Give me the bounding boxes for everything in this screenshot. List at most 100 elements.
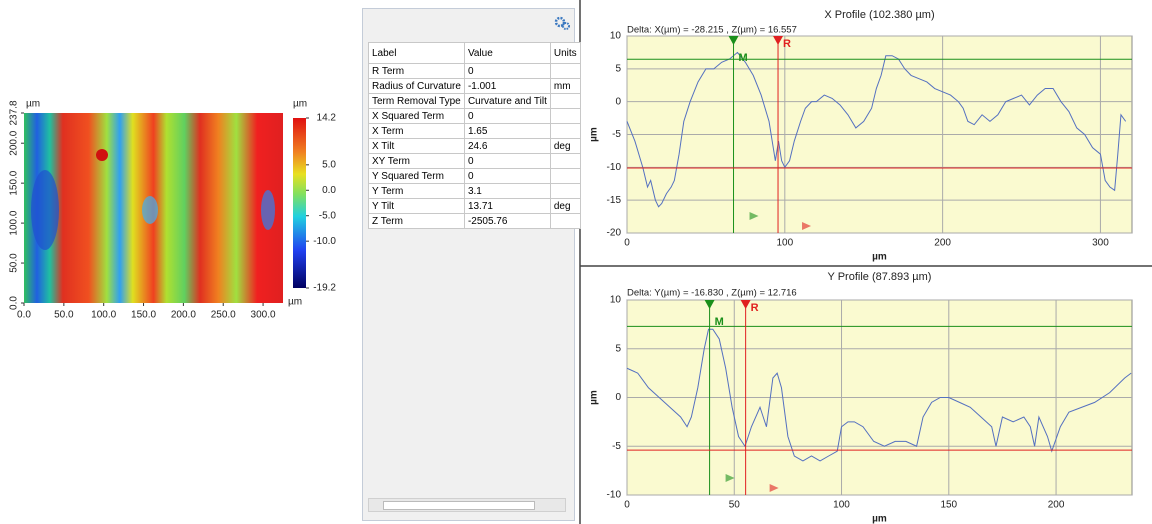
y-tick-label: 5 [615, 63, 621, 74]
y-unit: µm [26, 99, 40, 110]
term-units [550, 184, 580, 199]
cursor-label: M [739, 52, 748, 64]
x-tick-label: 200 [1048, 500, 1065, 511]
x-tick-label: 0 [624, 500, 630, 511]
x-tick-label: 300.0 [251, 310, 276, 321]
height-map-feature [142, 196, 158, 224]
term-units [550, 109, 580, 124]
column-header: Label [369, 43, 465, 64]
y-tick-label: 100.0 [9, 210, 20, 235]
x-tick-label: 250.0 [211, 310, 236, 321]
colorbar-tick-label: -10.0 [313, 236, 336, 247]
cursor-label: R [751, 302, 759, 314]
term-label: X Term [369, 124, 465, 139]
delta-readout: Delta: X(µm) = -28.215 , Z(µm) = 16.557 [627, 25, 797, 36]
term-value: -1.001 [464, 79, 550, 94]
x-tick-label: 0.0 [17, 310, 31, 321]
y-tick-label: -20 [607, 228, 622, 239]
y-tick-label: 5 [615, 343, 621, 354]
term-label: Y Term [369, 184, 465, 199]
term-units: deg [550, 199, 580, 214]
height-map-feature [261, 190, 275, 230]
term-value: 0 [464, 169, 550, 184]
cursor-label: M [715, 316, 724, 328]
height-map-feature [31, 170, 59, 250]
y-tick-label: 150.0 [9, 170, 20, 195]
colorbar-tick-label: -5.0 [319, 210, 337, 221]
term-units [550, 124, 580, 139]
table-row: Y Tilt13.71deg [369, 199, 581, 214]
colorbar-tick-label: 14.2 [317, 113, 337, 124]
settings-icon[interactable] [554, 15, 570, 31]
delta-readout: Delta: Y(µm) = -16.830 , Z(µm) = 12.716 [627, 288, 797, 299]
y-tick-label: -10 [607, 490, 622, 501]
x-tick-label: 150 [940, 500, 957, 511]
y-tick-label: 10 [610, 31, 622, 42]
y-tick-label: 0.0 [9, 296, 20, 310]
scrollbar[interactable] [368, 498, 566, 512]
y-tick-label: -15 [607, 195, 622, 206]
colorbar-tick-label: -19.2 [313, 283, 336, 294]
term-units [550, 169, 580, 184]
y-tick-label: 50.0 [9, 253, 20, 273]
term-label: XY Term [369, 154, 465, 169]
y-tick-label: -10 [607, 162, 622, 173]
colorbar-tick-label: 5.0 [322, 159, 336, 170]
x-tick-label: 300 [1092, 238, 1109, 249]
y-tick-label: 237.8 [9, 100, 20, 125]
y-tick-label: -5 [612, 441, 621, 452]
x-tick-label: 150.0 [131, 310, 156, 321]
term-units [550, 94, 580, 109]
term-label: Term Removal Type [369, 94, 465, 109]
column-header: Value [464, 43, 550, 64]
table-row: Z Term-2505.76 [369, 214, 581, 229]
y-tick-label: -5 [612, 129, 621, 140]
y-tick-label: 10 [610, 295, 622, 306]
term-label: X Tilt [369, 139, 465, 154]
term-value: 13.71 [464, 199, 550, 214]
x-tick-label: 50.0 [54, 310, 74, 321]
term-value: Curvature and Tilt [464, 94, 550, 109]
term-units: deg [550, 139, 580, 154]
y-axis-label: µm [589, 390, 600, 405]
y-tick-label: 200.0 [9, 130, 20, 155]
page: 0.050.0100.0150.0200.0250.0300.00.050.01… [0, 0, 1152, 524]
table-row: X Term1.65 [369, 124, 581, 139]
term-units [550, 154, 580, 169]
y-tick-label: 0 [615, 96, 621, 107]
term-value: 0 [464, 154, 550, 169]
x-tick-label: 100 [776, 238, 793, 249]
term-label: Y Tilt [369, 199, 465, 214]
term-value: 1.65 [464, 124, 550, 139]
chart-title: Y Profile (87.893 µm) [828, 271, 932, 283]
term-units [550, 214, 580, 229]
chart-title: X Profile (102.380 µm) [824, 9, 934, 21]
height-map-feature [96, 149, 108, 161]
column-header: Units [550, 43, 580, 64]
term-value: 3.1 [464, 184, 550, 199]
x-tick-label: 200.0 [171, 310, 196, 321]
colorbar-unit: µm [293, 99, 307, 110]
colorbar [293, 118, 306, 288]
term-label: Radius of Curvature [369, 79, 465, 94]
y-tick-label: 0 [615, 392, 621, 403]
x-axis-label: µm [872, 514, 887, 524]
term-table: LabelValueUnitsR Term0Radius of Curvatur… [368, 42, 581, 229]
colorbar-tick-label: 0.0 [322, 185, 336, 196]
term-value: 24.6 [464, 139, 550, 154]
x-axis-label: µm [872, 252, 887, 263]
x-tick-label: 200 [934, 238, 951, 249]
term-units [550, 64, 580, 79]
term-label: Y Squared Term [369, 169, 465, 184]
table-row: Radius of Curvature-1.001mm [369, 79, 581, 94]
x-tick-label: 0 [624, 238, 630, 249]
x-unit: µm [288, 297, 302, 308]
x-tick-label: 50 [729, 500, 741, 511]
scroll-thumb[interactable] [383, 501, 535, 510]
